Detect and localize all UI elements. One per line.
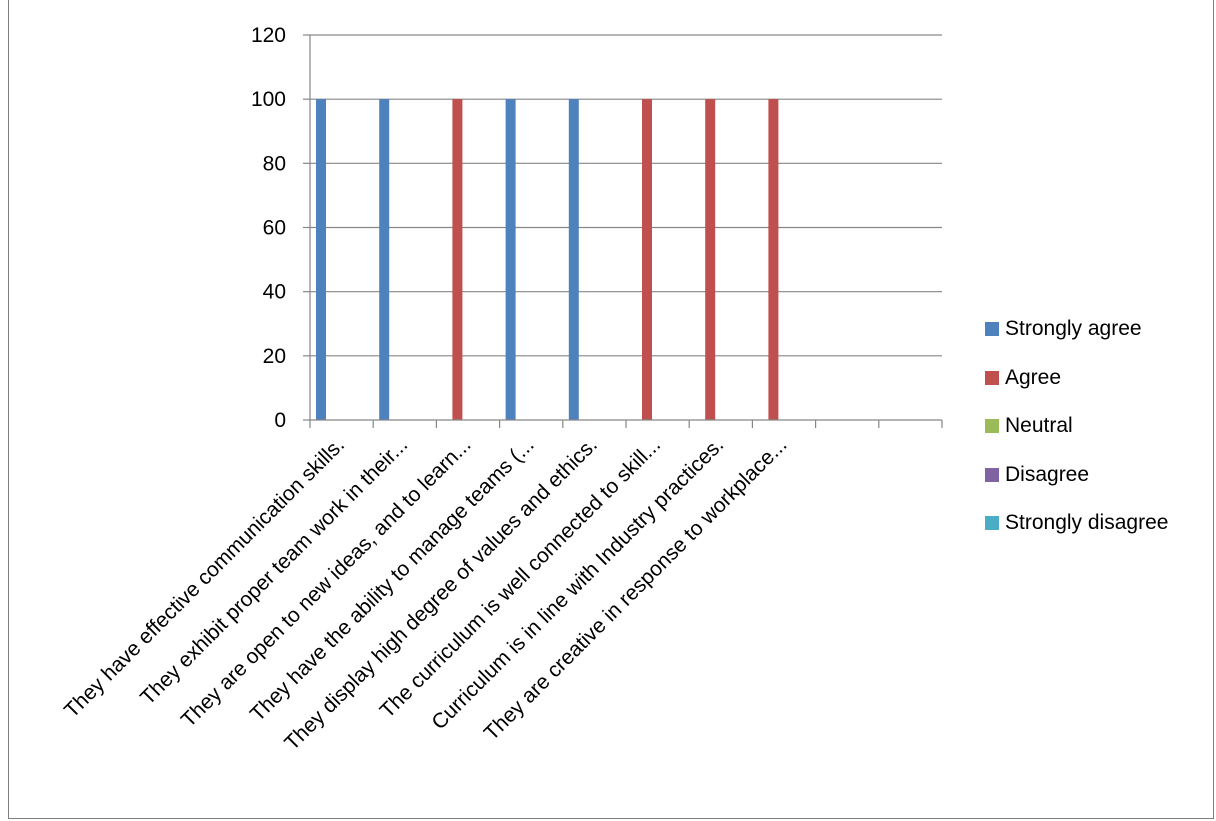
y-tick-label: 20 [263, 345, 286, 368]
y-tick-label: 80 [263, 152, 286, 175]
legend-item: Strongly agree [985, 305, 1168, 354]
legend-swatch [985, 370, 999, 385]
bar-agree [452, 99, 463, 421]
bar-agree [642, 99, 652, 421]
y-tick-label: 60 [263, 217, 286, 240]
y-tick-label: 0 [274, 409, 286, 432]
axes [303, 34, 943, 428]
legend-label: Neutral [1005, 414, 1073, 438]
y-tick-labels: 0 20 40 60 80 100 120 [251, 24, 286, 432]
legend-label: Strongly disagree [1005, 511, 1169, 535]
legend-swatch [985, 516, 999, 531]
legend-label: Strongly agree [1005, 317, 1142, 341]
legend-swatch [985, 419, 999, 434]
legend-item: Neutral [985, 402, 1168, 451]
legend: Strongly agree Agree Neutral Disagree Strong… [985, 305, 1168, 548]
legend-label: Agree [1005, 365, 1062, 389]
y-tick-label: 100 [251, 88, 286, 111]
bars [316, 99, 779, 421]
legend-swatch [985, 467, 999, 482]
bar-agree [705, 99, 716, 421]
x-category-label: Curriculum is in line with Industry prac… [427, 433, 728, 734]
x-category-label: They are creative in response to workpla… [480, 433, 792, 745]
chart-frame [8, 0, 1214, 819]
legend-item: Disagree [985, 451, 1168, 500]
y-tick-label: 120 [251, 24, 286, 47]
bar-agree [768, 99, 779, 421]
bar-strongly-agree [316, 99, 326, 421]
x-tick-labels: They have effective communication skills… [60, 433, 792, 755]
bar-strongly-agree [379, 99, 390, 421]
y-tick-label: 40 [263, 281, 286, 304]
legend-item: Agree [985, 354, 1168, 403]
gridlines [310, 34, 942, 357]
legend-item: Strongly disagree [985, 499, 1168, 548]
bar-strongly-agree [505, 99, 516, 421]
legend-swatch [985, 322, 999, 337]
bar-strongly-agree [568, 99, 579, 421]
x-category-label: They are open to new ideas, and to learn… [177, 433, 476, 732]
legend-label: Disagree [1005, 462, 1090, 486]
